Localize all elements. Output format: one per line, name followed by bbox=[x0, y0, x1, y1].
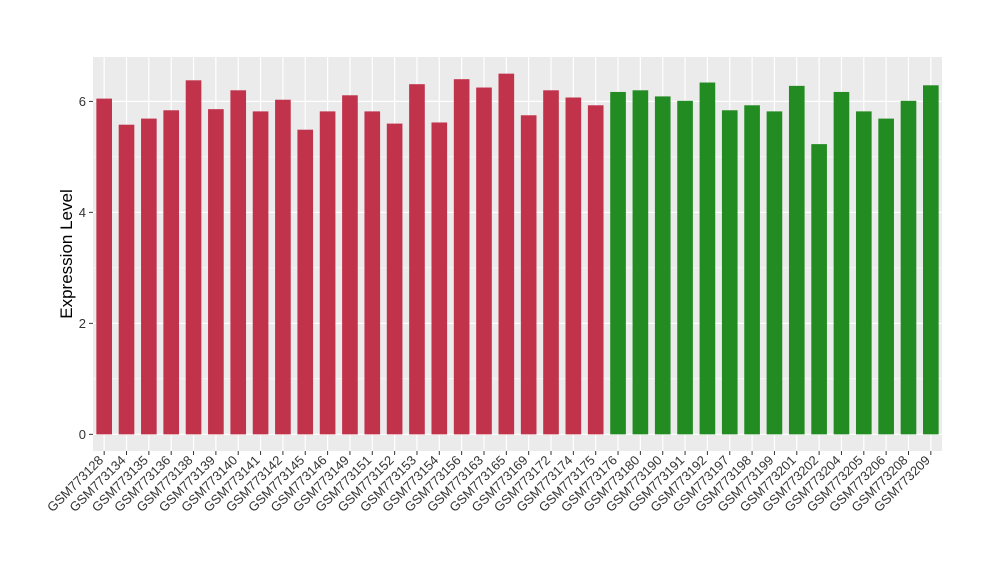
y-axis-title: Expression Level bbox=[57, 189, 76, 318]
bar bbox=[699, 82, 716, 435]
bar bbox=[141, 118, 157, 435]
bar bbox=[654, 96, 671, 435]
bar bbox=[275, 99, 291, 435]
bar bbox=[386, 123, 403, 435]
bar bbox=[252, 111, 269, 435]
bars bbox=[96, 73, 939, 435]
y-tick-label: 4 bbox=[79, 205, 86, 220]
bar bbox=[163, 110, 180, 435]
bar bbox=[364, 111, 381, 435]
bar bbox=[431, 122, 448, 435]
bar bbox=[520, 115, 537, 435]
bar bbox=[96, 98, 112, 435]
bar bbox=[409, 84, 425, 435]
bar bbox=[721, 110, 738, 435]
bar bbox=[744, 105, 760, 435]
y-axis: 0 2 4 6 bbox=[79, 94, 93, 442]
bar bbox=[297, 129, 314, 435]
bar bbox=[587, 105, 604, 435]
bar bbox=[788, 85, 805, 435]
bar bbox=[185, 80, 202, 435]
bar bbox=[118, 124, 135, 435]
y-tick-label: 6 bbox=[79, 94, 86, 109]
bar bbox=[677, 100, 693, 435]
bar bbox=[230, 90, 247, 435]
bar bbox=[565, 97, 582, 435]
bar bbox=[855, 111, 872, 435]
bar bbox=[900, 100, 917, 435]
bar bbox=[878, 118, 894, 435]
x-axis: GSM773128GSM773134GSM773135GSM773136GSM7… bbox=[44, 451, 933, 515]
bar bbox=[632, 90, 649, 435]
bar bbox=[543, 90, 559, 435]
bar bbox=[342, 95, 358, 435]
bar bbox=[610, 91, 626, 435]
y-tick-label: 2 bbox=[79, 316, 86, 331]
bar bbox=[208, 109, 224, 435]
bar bbox=[319, 111, 336, 435]
bar bbox=[766, 111, 783, 435]
bar bbox=[476, 87, 492, 435]
bar bbox=[833, 91, 850, 435]
bar bbox=[453, 79, 470, 435]
bar bbox=[498, 73, 515, 435]
y-tick-label: 0 bbox=[79, 427, 86, 442]
bar bbox=[811, 144, 827, 435]
bar bbox=[923, 85, 939, 435]
